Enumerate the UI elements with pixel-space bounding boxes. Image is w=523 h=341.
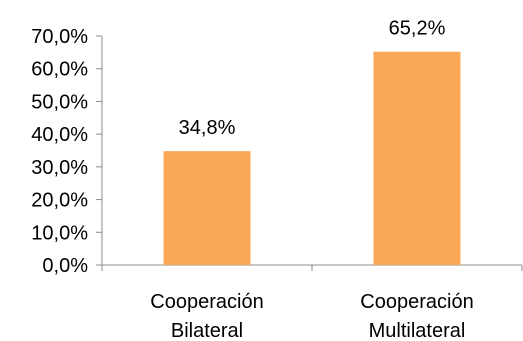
data-labels: 34,8% 65,2% (179, 18, 446, 139)
category-label-line: Bilateral (171, 320, 243, 341)
bar (163, 151, 251, 265)
y-tick-label: 40,0% (31, 124, 88, 146)
y-tick-label: 70,0% (31, 26, 88, 48)
y-tick-label: 20,0% (31, 190, 88, 212)
y-tick-label: 10,0% (31, 222, 88, 244)
category-label: Cooperación Multilateral (360, 291, 473, 341)
bar (373, 51, 461, 266)
category-label-line: Cooperación (150, 291, 263, 313)
bars (163, 51, 461, 266)
category-label-line: Cooperación (360, 291, 473, 313)
y-tick-label: 30,0% (31, 157, 88, 179)
x-axis (101, 264, 523, 271)
category-label: Cooperación Bilateral (150, 291, 263, 341)
category-labels: Cooperación Bilateral Cooperación Multilate… (150, 291, 473, 341)
data-label: 65,2% (389, 18, 446, 40)
category-label-line: Multilateral (369, 320, 466, 341)
y-axis: 0,0% 10,0% 20,0% 30,0% 40,0% 50,0% 60,0% 70,0% (31, 26, 103, 277)
y-tick-label: 50,0% (31, 91, 88, 113)
y-tick-label: 0,0% (42, 255, 88, 277)
y-tick-label: 60,0% (31, 59, 88, 81)
data-label: 34,8% (179, 117, 236, 139)
